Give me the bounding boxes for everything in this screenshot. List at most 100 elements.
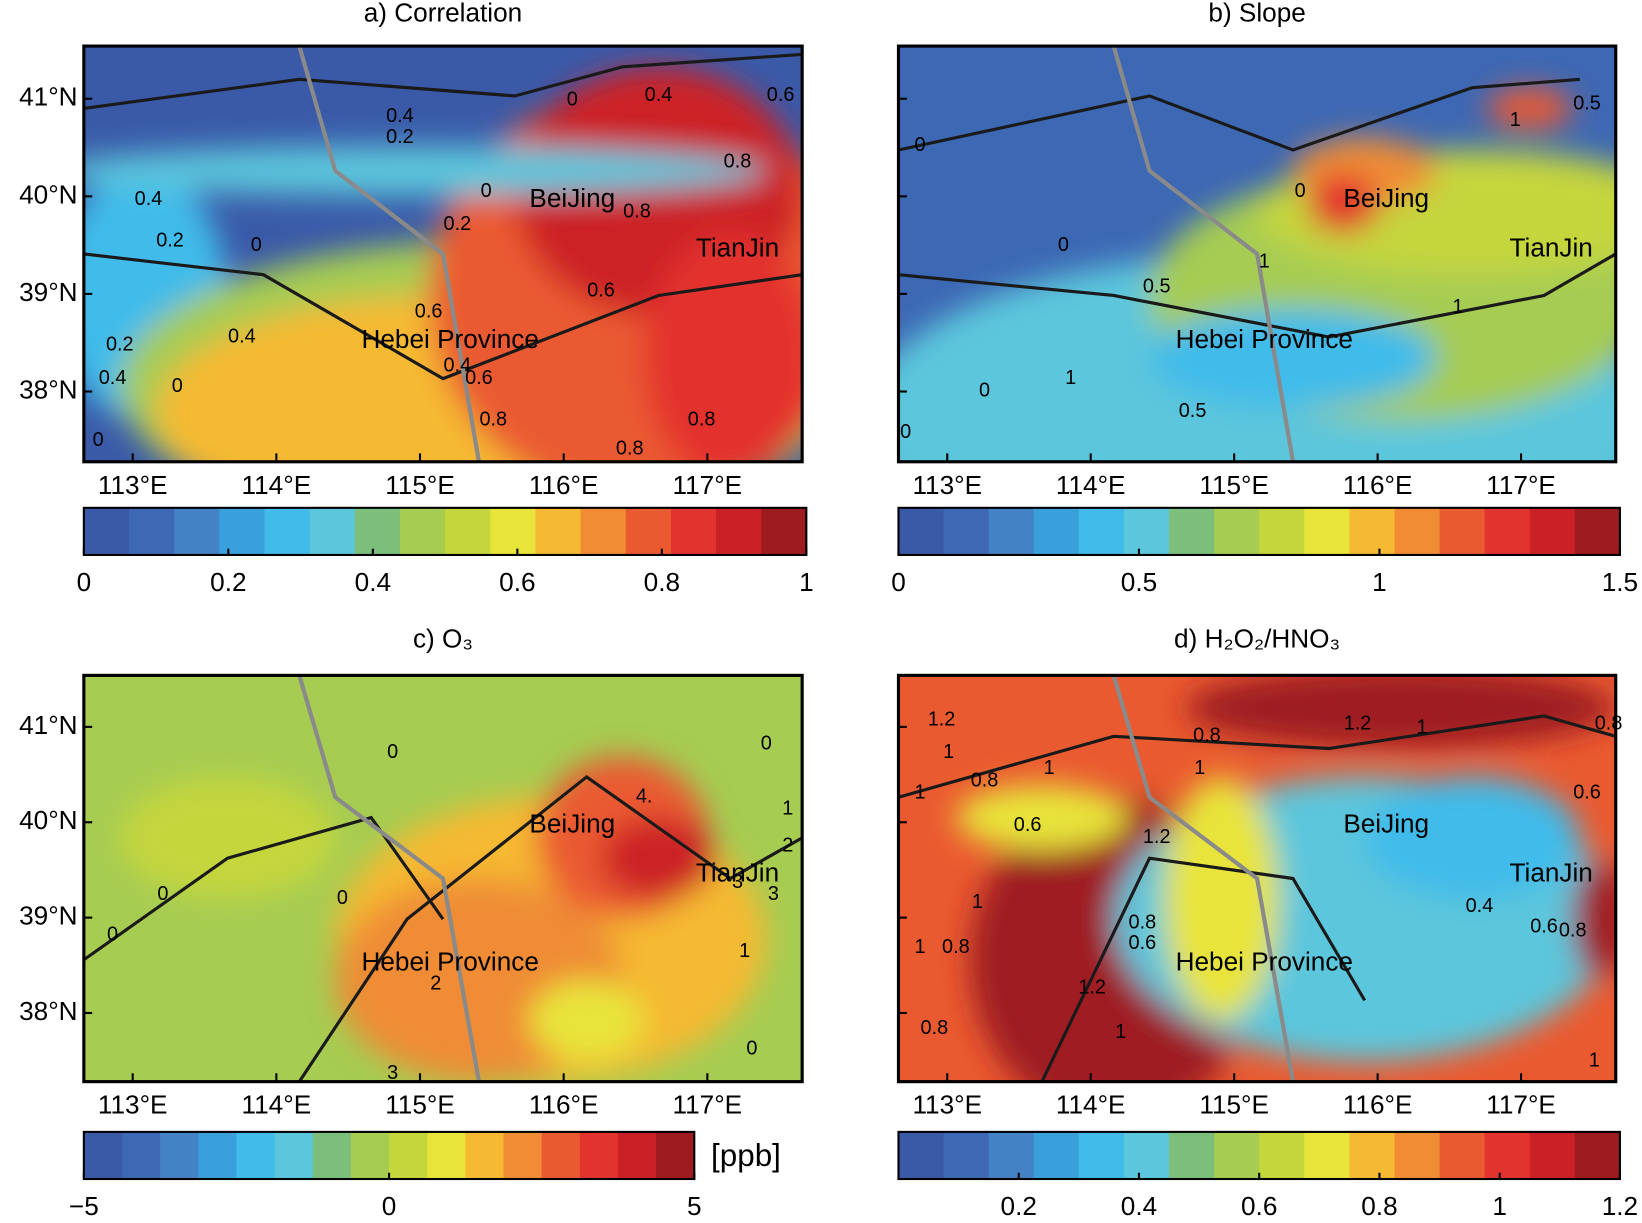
contour-line [83,52,803,110]
contour-label: 1.2 [1143,826,1171,848]
contour-label: 1 [1044,757,1055,779]
colorbar-swatch [274,1131,314,1180]
colorbar-tick-label: 1 [1372,567,1387,597]
colorbar-swatch [898,507,945,555]
x-tick-label: 113°E [98,1090,168,1120]
colorbar-swatch [1574,1131,1621,1180]
contour-label: 0 [567,88,578,110]
colorbar-swatch [1259,507,1305,555]
contour-line [83,252,803,381]
contour-label: 3 [387,1062,398,1084]
place-label: TianJin [696,233,779,263]
contour-label: 2 [430,972,441,994]
contour-label: 0 [979,379,990,401]
field-region [1185,675,1616,749]
contour-label: 0.5 [1573,93,1601,115]
contour-label: 0.4 [99,367,127,389]
map [898,675,1616,1082]
contour-label: 0.2 [444,213,472,235]
contour-label: 1 [914,781,925,803]
contour-label: 2 [782,834,793,856]
place-label: Hebei Province [361,947,538,977]
place-label: Hebei Province [1176,324,1353,354]
contour-label: 1 [1065,367,1076,389]
colorbar-swatch [122,1131,161,1180]
contour-line [83,815,445,962]
place-label: BeiJing [529,183,615,213]
colorbar-tick-label: 0.2 [1001,1191,1037,1221]
contour-label: 0 [761,733,772,755]
colorbar-tick-label: 0.4 [355,567,391,597]
colorbar-tick-label: 0.6 [499,567,535,597]
contour-label: 1 [739,940,750,962]
colorbar-swatch [309,507,356,555]
colorbar-tick-label: 0 [77,567,92,597]
y-tick-label: 39°N [19,277,77,307]
contour-label: 0.6 [587,280,615,302]
contour-label: 1 [1194,757,1205,779]
contour-label: 1 [1589,1050,1600,1072]
contour-label: 0.6 [1014,814,1042,836]
contour-label: 0 [251,234,262,256]
contour-label: 1 [943,741,954,763]
place-label: TianJin [1510,857,1593,887]
map [83,46,803,462]
contour-label: 1 [1115,1021,1126,1043]
contour-label: 0.4 [645,84,673,106]
contour-label: 0.8 [623,201,651,223]
colorbar-swatch [1349,1131,1396,1180]
contour-label: 0.4 [228,325,256,347]
contour-label: 0.8 [616,438,644,460]
colorbar-swatch [445,507,491,555]
contour-label: 0 [93,429,104,451]
colorbar-swatch [219,507,265,555]
colorbar-swatch [943,507,990,555]
colorbar-swatch [1529,507,1576,555]
contour-label: 1 [1259,250,1270,272]
colorbar-swatch [670,507,717,555]
x-tick-label: 114°E [242,470,312,500]
colorbar-tick-label: 0.8 [644,567,680,597]
colorbar-label: [ppb] [711,1138,781,1173]
contour-line [898,252,1616,339]
contour-label: 1.2 [1078,976,1106,998]
x-tick-label: 114°E [1056,1090,1126,1120]
colorbar-swatch [761,507,807,555]
colorbar-swatch [129,507,175,555]
colorbar-tick-label: 1.5 [1602,567,1638,597]
colorbar-swatch [399,507,446,555]
colorbar-swatch [1033,1131,1080,1180]
y-tick-label: 38°N [19,996,77,1026]
colorbar-swatch [490,507,536,555]
y-tick-label: 39°N [19,901,77,931]
x-tick-label: 114°E [242,1090,312,1120]
colorbar-tick-label: 1 [799,567,814,597]
contour-label: 0.8 [479,408,507,430]
colorbar-tick-label: 0.4 [1121,1191,1157,1221]
contour-label: 1 [972,891,983,913]
colorbar-swatch [1529,1131,1576,1180]
place-label: TianJin [696,857,779,887]
map-frame [82,44,804,464]
contour-line [298,774,803,1082]
contour-line [898,714,1616,799]
field-region [955,785,1129,851]
contour-line [898,77,1580,152]
colorbar-swatch [617,1131,657,1180]
contour-label: 0.4 [135,188,163,210]
colorbar-tick-label: 1 [1492,1191,1507,1221]
colorbar-tick-label: 5 [687,1191,702,1221]
field-region [119,776,336,899]
colorbar-swatch [1123,507,1170,555]
field [119,756,767,1082]
colorbar-swatch [465,1131,505,1180]
border-line [297,675,481,1082]
place-label: TianJin [1510,233,1593,263]
contour-label: 0.8 [1559,920,1587,942]
y-tick-label: 41°N [19,82,77,112]
field-region [83,145,767,196]
y-tick-label: 40°N [19,805,77,835]
border-line [1111,675,1296,1082]
x-tick-label: 117°E [673,470,743,500]
